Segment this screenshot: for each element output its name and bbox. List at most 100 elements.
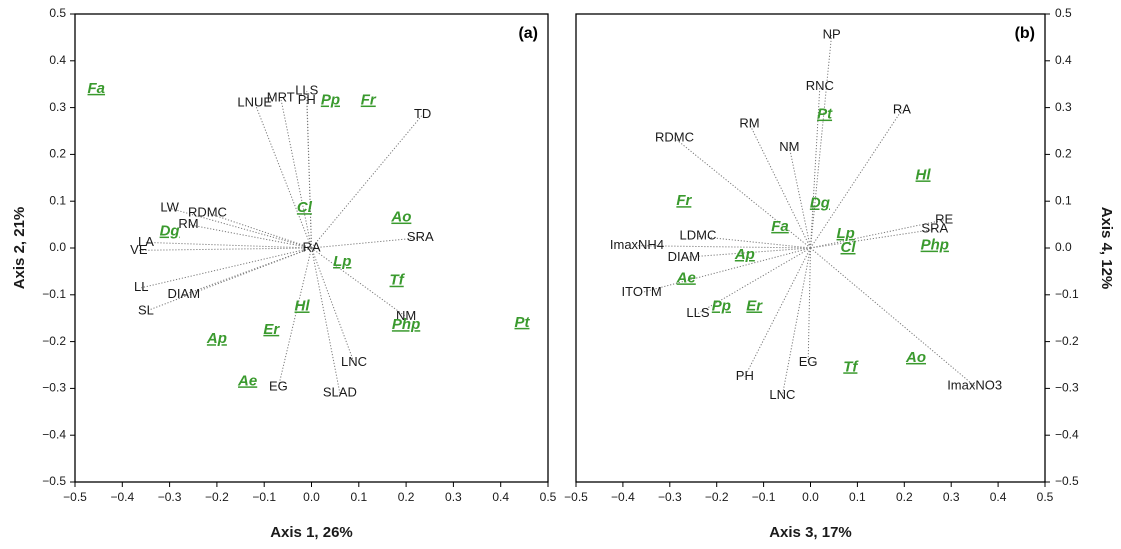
y-tick-label: 0.2 <box>49 147 66 161</box>
trait-label-imaxno3: ImaxNO3 <box>947 377 1002 392</box>
trait-label-ph: PH <box>298 92 316 107</box>
trait-vector-td <box>311 114 424 249</box>
trait-label-nm: NM <box>396 308 416 323</box>
x-tick-label: 0.3 <box>445 490 462 504</box>
y-tick-label: −0.3 <box>42 381 66 395</box>
trait-vector-imaxno3 <box>810 247 975 387</box>
x-tick-label: 0.2 <box>896 490 913 504</box>
x-tick-label: 0.2 <box>398 490 415 504</box>
y-tick-label: 0.1 <box>1055 193 1072 207</box>
species-label-cl: Cl <box>841 239 857 256</box>
y-tick-label: 0.2 <box>1055 147 1072 161</box>
trait-label-ldmc: LDMC <box>680 228 717 243</box>
trait-label-rm: RM <box>178 216 198 231</box>
x-tick-label: 0.0 <box>303 490 320 504</box>
species-label-pp: Pp <box>321 92 340 109</box>
trait-vector-rdmc <box>207 212 312 249</box>
y-tick-label: 0.3 <box>49 100 66 114</box>
species-label-fa: Fa <box>771 218 789 235</box>
trait-label-rdmc: RDMC <box>188 204 227 219</box>
species-label-hl: Hl <box>295 297 311 314</box>
x-tick-label: −0.5 <box>63 490 87 504</box>
trait-label-lnc: LNC <box>769 387 795 402</box>
y-tick-label: −0.5 <box>1055 474 1079 488</box>
trait-label-diam: DIAM <box>668 249 701 264</box>
species-label-ap: Ap <box>206 330 227 347</box>
trait-label-sra: SRA <box>921 221 948 236</box>
x-tick-label: −0.2 <box>205 490 229 504</box>
trait-label-slad: SLAD <box>323 385 357 400</box>
trait-label-mrt: MRT <box>267 90 295 105</box>
trait-vector-mrt <box>280 98 312 249</box>
species-label-ao: Ao <box>390 209 411 226</box>
trait-label-ll: LL <box>134 279 148 294</box>
x-tick-label: −0.2 <box>705 490 729 504</box>
trait-vector-rm <box>749 123 811 249</box>
x-tick-label: −0.1 <box>252 490 276 504</box>
y-tick-label: 0.0 <box>49 240 66 254</box>
trait-vector-nm <box>788 147 811 249</box>
y-tick-label: −0.1 <box>1055 287 1079 301</box>
trait-label-lnue: LNUE <box>237 94 272 109</box>
trait-vector-lnc <box>311 247 355 363</box>
trait-vector-ve <box>138 247 312 251</box>
x-tick-label: 0.0 <box>802 490 819 504</box>
trait-label-td: TD <box>414 106 431 121</box>
x-tick-label: −0.4 <box>611 490 635 504</box>
y-tick-label: 0.1 <box>49 193 66 207</box>
y-tick-label: 0.5 <box>1055 6 1072 20</box>
x-tick-label: 0.5 <box>1037 490 1054 504</box>
y-tick-label: 0.5 <box>49 6 66 20</box>
trait-label-la: LA <box>138 234 154 249</box>
trait-label-rdmc: RDMC <box>655 129 694 144</box>
x-tick-label: −0.3 <box>658 490 682 504</box>
trait-label-sra: SRA <box>407 229 434 244</box>
trait-vector-itotm <box>641 247 811 293</box>
trait-vector-lls <box>697 247 811 314</box>
y-axis-title: Axis 4, 12% <box>1098 207 1115 290</box>
species-label-fr: Fr <box>676 192 692 209</box>
species-label-dg: Dg <box>810 195 830 212</box>
y-tick-label: −0.2 <box>42 334 66 348</box>
trait-vector-eg <box>277 247 312 388</box>
y-tick-label: 0.4 <box>49 53 66 67</box>
trait-label-sl: SL <box>138 303 154 318</box>
species-label-ao: Ao <box>905 349 926 366</box>
trait-vector-lnue <box>254 102 312 249</box>
x-tick-label: 0.1 <box>350 490 367 504</box>
y-axis-title: Axis 2, 21% <box>11 207 28 290</box>
x-tick-label: −0.5 <box>564 490 588 504</box>
x-tick-label: 0.4 <box>492 490 509 504</box>
species-label-pt: Pt <box>514 314 530 331</box>
trait-vector-rm <box>188 224 312 249</box>
trait-vector-ra <box>810 109 903 249</box>
trait-vector-ph <box>306 100 312 249</box>
trait-vector-ll <box>141 247 312 289</box>
panel-label: (b) <box>1015 25 1035 42</box>
species-label-ap: Ap <box>734 246 755 263</box>
x-tick-label: 0.1 <box>849 490 866 504</box>
x-tick-label: −0.3 <box>158 490 182 504</box>
trait-vector-sra <box>810 228 935 249</box>
y-tick-label: 0.4 <box>1055 53 1072 67</box>
trait-vector-rdmc <box>674 137 811 249</box>
species-label-ae: Ae <box>237 372 257 389</box>
y-tick-label: −0.2 <box>1055 334 1079 348</box>
species-label-fa: Fa <box>88 80 106 97</box>
y-tick-label: −0.4 <box>42 427 66 441</box>
x-tick-label: −0.4 <box>110 490 134 504</box>
species-label-fr: Fr <box>361 92 377 109</box>
trait-vector-ldmc <box>697 235 811 249</box>
trait-vector-np <box>810 35 833 249</box>
trait-vector-diam <box>183 247 312 296</box>
y-tick-label: −0.3 <box>1055 381 1079 395</box>
trait-vector-diam <box>683 247 811 258</box>
trait-vector-eg <box>807 247 811 363</box>
trait-label-nm: NM <box>779 139 799 154</box>
y-tick-label: −0.1 <box>42 287 66 301</box>
trait-label-np: NP <box>823 26 841 41</box>
trait-vector-sl <box>145 247 312 312</box>
